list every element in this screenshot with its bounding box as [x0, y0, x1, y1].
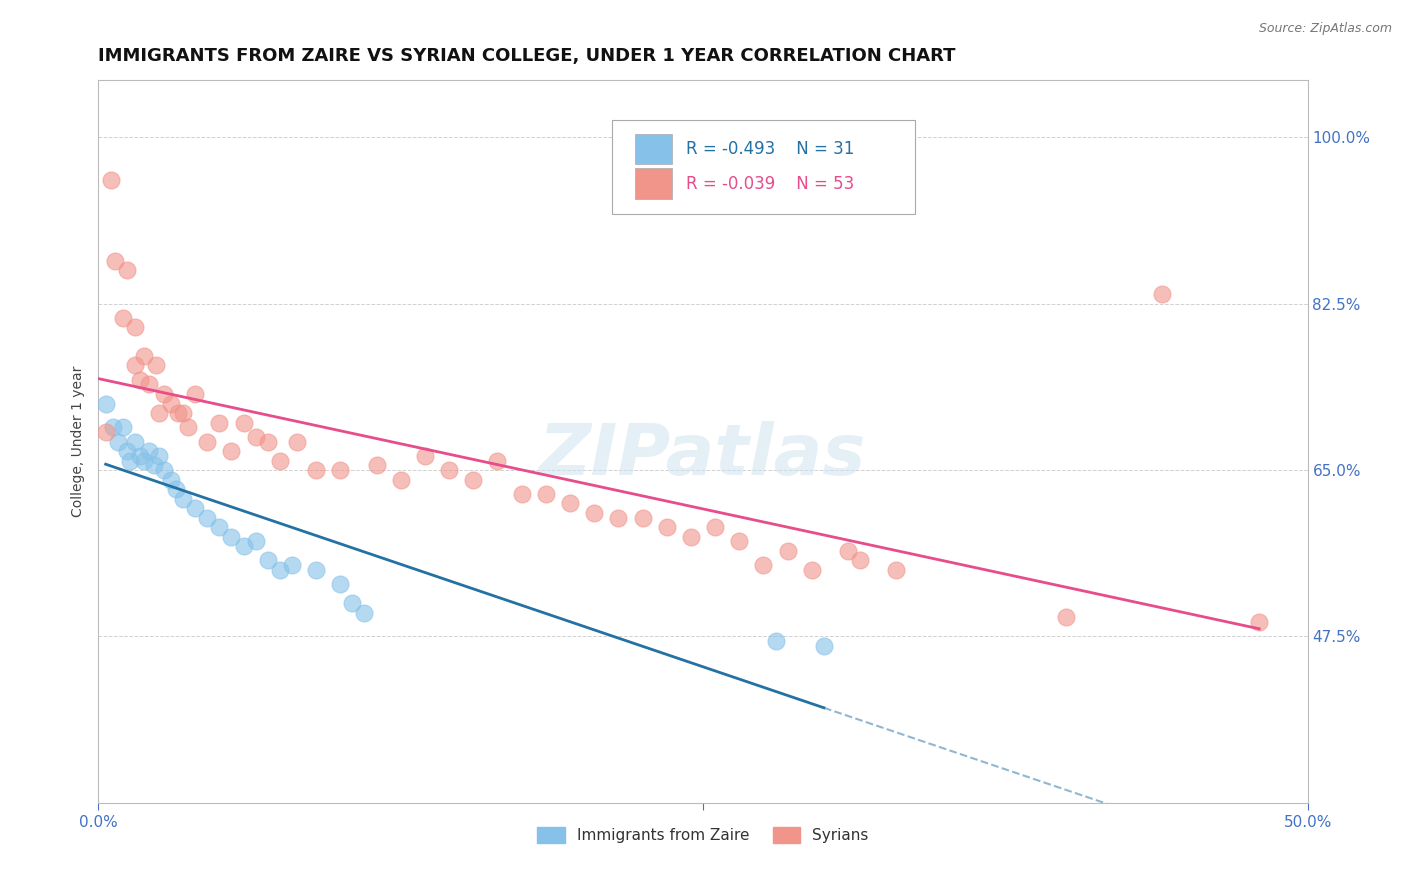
Point: [256, 434, 278, 449]
Point: [245, 430, 267, 444]
Point: [107, 434, 129, 449]
Point: [124, 320, 146, 334]
Point: [160, 473, 183, 487]
Point: [886, 563, 908, 577]
Point: [184, 501, 207, 516]
Point: [655, 520, 678, 534]
FancyBboxPatch shape: [613, 120, 915, 214]
Point: [167, 406, 190, 420]
Point: [165, 482, 187, 496]
Point: [184, 387, 207, 401]
Point: [1152, 287, 1174, 301]
Point: [269, 453, 291, 467]
Point: [172, 491, 194, 506]
Point: [221, 530, 243, 544]
Point: [111, 310, 134, 325]
Point: [143, 458, 166, 473]
Point: [256, 553, 278, 567]
Point: [152, 463, 174, 477]
Point: [329, 463, 352, 477]
Point: [679, 530, 702, 544]
Point: [366, 458, 388, 473]
Point: [104, 253, 127, 268]
Point: [148, 406, 170, 420]
Point: [837, 544, 859, 558]
Point: [765, 634, 787, 648]
Text: ZIPatlas: ZIPatlas: [540, 422, 866, 491]
FancyBboxPatch shape: [636, 134, 672, 164]
Point: [148, 449, 170, 463]
Point: [389, 473, 412, 487]
Point: [124, 434, 146, 449]
Point: [134, 349, 156, 363]
Point: [285, 434, 308, 449]
Point: [94, 396, 117, 410]
Point: [1249, 615, 1271, 630]
Point: [128, 449, 150, 463]
Point: [849, 553, 872, 567]
Point: [232, 416, 254, 430]
Point: [437, 463, 460, 477]
Point: [752, 558, 775, 573]
Point: [208, 416, 231, 430]
Point: [413, 449, 436, 463]
Point: [305, 463, 328, 477]
Point: [305, 563, 328, 577]
Point: [704, 520, 727, 534]
Point: [281, 558, 304, 573]
Point: [100, 173, 122, 187]
Point: [1054, 610, 1077, 624]
Legend: Immigrants from Zaire, Syrians: Immigrants from Zaire, Syrians: [531, 822, 875, 849]
Point: [134, 453, 156, 467]
Point: [152, 387, 174, 401]
Point: [160, 396, 183, 410]
Point: [195, 434, 218, 449]
Point: [195, 510, 218, 524]
Point: [463, 473, 485, 487]
Point: [800, 563, 823, 577]
Text: R = -0.493    N = 31: R = -0.493 N = 31: [686, 140, 855, 158]
Point: [776, 544, 799, 558]
Point: [631, 510, 654, 524]
Point: [124, 359, 146, 373]
Point: [138, 377, 160, 392]
Point: [118, 453, 141, 467]
Text: Source: ZipAtlas.com: Source: ZipAtlas.com: [1258, 22, 1392, 36]
Point: [813, 639, 835, 653]
Point: [172, 406, 194, 420]
Point: [232, 539, 254, 553]
Point: [486, 453, 509, 467]
Point: [117, 263, 139, 277]
Point: [117, 444, 139, 458]
Point: [94, 425, 117, 439]
Point: [510, 487, 533, 501]
Point: [221, 444, 243, 458]
Point: [534, 487, 557, 501]
Point: [208, 520, 231, 534]
Point: [101, 420, 124, 434]
FancyBboxPatch shape: [636, 169, 672, 199]
Point: [728, 534, 751, 549]
Point: [329, 577, 352, 591]
Y-axis label: College, Under 1 year: College, Under 1 year: [72, 366, 86, 517]
Text: IMMIGRANTS FROM ZAIRE VS SYRIAN COLLEGE, UNDER 1 YEAR CORRELATION CHART: IMMIGRANTS FROM ZAIRE VS SYRIAN COLLEGE,…: [98, 47, 956, 65]
Point: [558, 496, 581, 510]
Point: [342, 596, 364, 610]
Point: [138, 444, 160, 458]
Point: [128, 373, 150, 387]
Point: [145, 359, 167, 373]
Point: [245, 534, 267, 549]
Point: [269, 563, 291, 577]
Point: [607, 510, 630, 524]
Point: [111, 420, 134, 434]
Point: [177, 420, 200, 434]
Text: R = -0.039    N = 53: R = -0.039 N = 53: [686, 175, 855, 193]
Point: [353, 606, 375, 620]
Point: [583, 506, 606, 520]
